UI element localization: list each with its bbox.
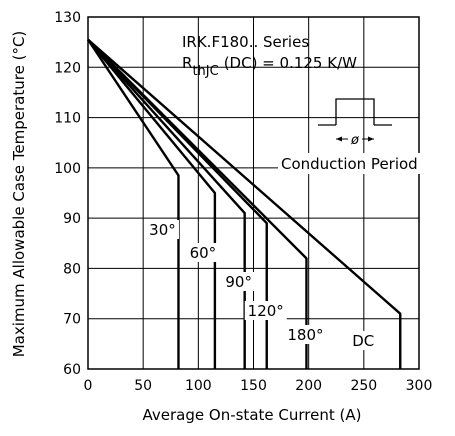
rth-prefix: R xyxy=(182,54,192,72)
rth-value: (DC) = 0.125 K/W xyxy=(224,54,357,72)
x-tick-label: 150 xyxy=(240,378,267,394)
plot-frame-layer xyxy=(87,16,420,370)
series-label-bg xyxy=(351,331,376,350)
x-axis-label: Average On-state Current (A) xyxy=(143,406,362,424)
y-tick-label: 60 xyxy=(63,362,81,378)
series-line xyxy=(87,38,180,369)
series-label-bg xyxy=(244,301,287,320)
x-tick-label: 300 xyxy=(406,378,433,394)
y-tick-label: 90 xyxy=(63,211,81,227)
y-tick-label: 120 xyxy=(54,60,81,76)
y-tick-label: 80 xyxy=(63,261,81,277)
series-line xyxy=(87,38,246,369)
series-label-bg xyxy=(145,220,179,239)
series-label-bg xyxy=(186,243,220,262)
x-tick-label: 250 xyxy=(350,378,377,394)
series-title: IRK.F180.. Series xyxy=(182,33,309,51)
series-label: 60° xyxy=(190,244,217,262)
series-line xyxy=(87,38,402,369)
curves xyxy=(87,38,402,369)
y-tick-label: 130 xyxy=(54,10,81,26)
y-tick-label: 100 xyxy=(54,161,81,177)
rth-label: RthJC (DC) = 0.125 K/W xyxy=(182,54,357,79)
series-label-bg xyxy=(222,272,256,291)
phi-symbol: ø xyxy=(350,133,360,148)
plot-frame xyxy=(87,16,420,370)
x-tick-label: 50 xyxy=(134,378,152,394)
series-label: 90° xyxy=(225,273,252,291)
series-label: 120° xyxy=(248,302,284,320)
series-label: 180° xyxy=(287,326,323,344)
y-axis-label: Maximum Allowable Case Temperature (°C) xyxy=(10,31,28,358)
conduction-waveform-icon: ø xyxy=(318,98,392,148)
series-labels: 30° 60° 90° 120°180° DC xyxy=(145,220,376,350)
series-label: DC xyxy=(352,332,374,350)
tick-labels: 0 50 100 150 200 250 300 60 70 80 90 100 110 120 130 xyxy=(54,10,432,394)
x-tick-label: 0 xyxy=(84,378,93,394)
y-tick-label: 110 xyxy=(54,111,81,127)
rth-subscript: thJC xyxy=(192,64,218,79)
series-label-bg xyxy=(284,325,327,344)
conduction-period-label: Conduction Period xyxy=(281,155,418,173)
y-tick-label: 70 xyxy=(63,312,81,328)
x-tick-label: 100 xyxy=(185,378,212,394)
series-label: 30° xyxy=(149,221,176,239)
series-line xyxy=(87,38,217,369)
x-tick-label: 200 xyxy=(295,378,322,394)
